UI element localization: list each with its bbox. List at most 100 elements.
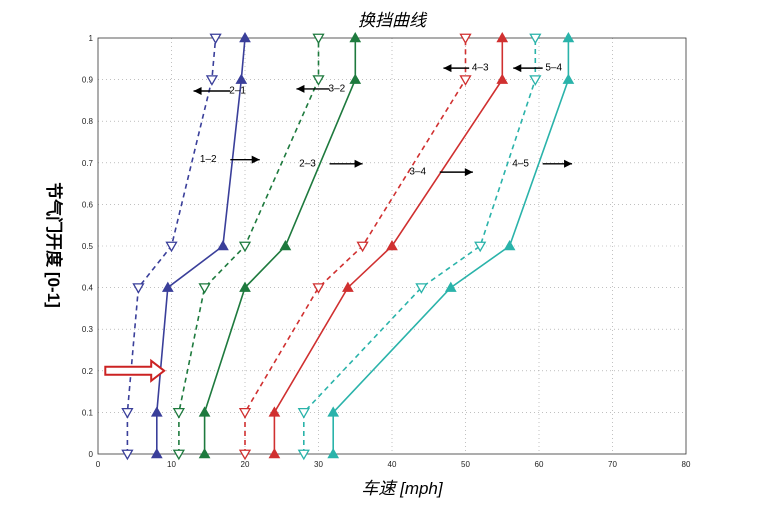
annotation-arrow-head (443, 64, 452, 73)
data-point-down (238, 241, 252, 253)
annotation-arrow-head (464, 168, 473, 177)
x-tick-label: 60 (535, 460, 544, 469)
highlight-arrow-shape (104, 358, 166, 383)
y-tick-label: 0.8 (82, 117, 94, 126)
annotation-label: 4–3 (472, 63, 489, 74)
data-point-up (342, 281, 354, 292)
y-tick-label: 0.9 (82, 76, 94, 85)
x-tick-labels: 0 10 20 30 40 50 60 70 80 (96, 460, 691, 469)
y-tick-label: 0.5 (82, 242, 94, 251)
y-tick-label: 0.6 (82, 200, 94, 209)
annotation-arrow-head (296, 84, 305, 93)
data-point-down (238, 407, 252, 419)
chart-title: 换挡曲线 (358, 11, 428, 30)
annotation-label: 3–2 (329, 83, 346, 94)
x-tick-label: 40 (388, 460, 397, 469)
data-point-down (356, 241, 369, 253)
series-line-4 (178, 38, 320, 454)
x-axis-label: 车速 [mph] (361, 479, 444, 498)
y-tick-labels: 0 0.1 0.2 0.3 0.4 0.5 0.6 0.7 0.8 0.9 1 (82, 34, 94, 459)
highlight-arrow (104, 358, 166, 383)
data-point-up (327, 406, 340, 417)
annotation-label: 3–4 (409, 167, 426, 178)
data-point-down (312, 33, 325, 45)
data-point-down (209, 33, 222, 45)
series-line-2 (126, 37, 217, 454)
series-line-5 (273, 38, 504, 454)
y-tick-label: 0.2 (82, 367, 94, 376)
data-point-up (239, 31, 251, 43)
data-point-down (297, 449, 310, 461)
data-point-up (279, 239, 292, 251)
data-point-up (349, 73, 362, 84)
axes (97, 37, 687, 455)
data-point-up (562, 73, 575, 84)
plot-frame (97, 37, 687, 455)
shift-annotations: 1–2 2–3 3–4 4–5 2–1 3–2 4–3 5–4 (193, 63, 573, 178)
data-point-down (121, 449, 134, 461)
annotation-label: 4–5 (512, 158, 529, 169)
annotation-arrow-head (564, 159, 573, 168)
data-point-up (239, 281, 251, 292)
data-point-down (474, 241, 487, 253)
y-tick-label: 0.7 (82, 159, 94, 168)
data-point-down (312, 75, 325, 86)
annotation-arrow-head (354, 159, 363, 168)
data-point-down (297, 407, 310, 419)
data-point-down (132, 283, 145, 294)
annotation-arrow-head (251, 155, 260, 164)
annotation-label: 5–4 (545, 63, 562, 74)
data-point-up (496, 73, 509, 84)
data-point-up (496, 31, 509, 43)
data-point-up (268, 447, 281, 459)
annotation-label: 2–3 (299, 158, 316, 169)
annotation-label: 1–2 (200, 154, 217, 165)
series-line-7 (332, 38, 570, 454)
data-point-down (459, 75, 472, 86)
series-markers (121, 31, 575, 461)
data-point-up (235, 73, 248, 84)
data-point-up (562, 31, 575, 43)
data-point-up (268, 406, 281, 417)
x-tick-label: 30 (314, 460, 323, 469)
y-tick-label: 0.3 (82, 325, 94, 334)
series-line-1 (156, 37, 246, 454)
x-tick-label: 70 (608, 460, 617, 469)
data-point-up (161, 281, 174, 292)
y-tick-label: 0.4 (82, 284, 94, 293)
annotation-arrow-head (193, 87, 202, 95)
data-point-down (312, 283, 325, 294)
series-line-6 (244, 38, 467, 454)
data-point-down (172, 449, 185, 461)
data-point-up (386, 239, 398, 251)
data-point-up (217, 239, 229, 251)
data-point-down (198, 283, 211, 294)
data-point-up (503, 239, 516, 251)
x-tick-label: 20 (241, 460, 250, 469)
annotation-label: 2–1 (229, 86, 246, 97)
data-point-up (198, 447, 211, 459)
x-tick-label: 10 (167, 460, 176, 469)
series-lines (126, 37, 570, 454)
data-point-down (529, 75, 542, 86)
x-tick-label: 80 (682, 460, 691, 469)
data-point-up (349, 31, 362, 43)
data-point-up (444, 281, 457, 292)
data-point-down (459, 33, 472, 45)
series-line-3 (203, 38, 357, 454)
data-point-down (205, 75, 219, 86)
x-tick-label: 50 (461, 460, 470, 469)
data-point-down (165, 241, 178, 253)
data-point-down (238, 449, 252, 461)
data-point-up (150, 406, 163, 417)
data-point-down (172, 407, 185, 419)
data-point-down (529, 33, 542, 45)
y-tick-label: 0 (89, 450, 94, 459)
data-point-down (415, 283, 428, 294)
y-tick-label: 0.1 (82, 408, 94, 417)
y-tick-label: 1 (89, 34, 94, 43)
data-point-up (198, 406, 211, 417)
x-tick-label: 0 (96, 460, 101, 469)
data-point-up (150, 447, 163, 459)
